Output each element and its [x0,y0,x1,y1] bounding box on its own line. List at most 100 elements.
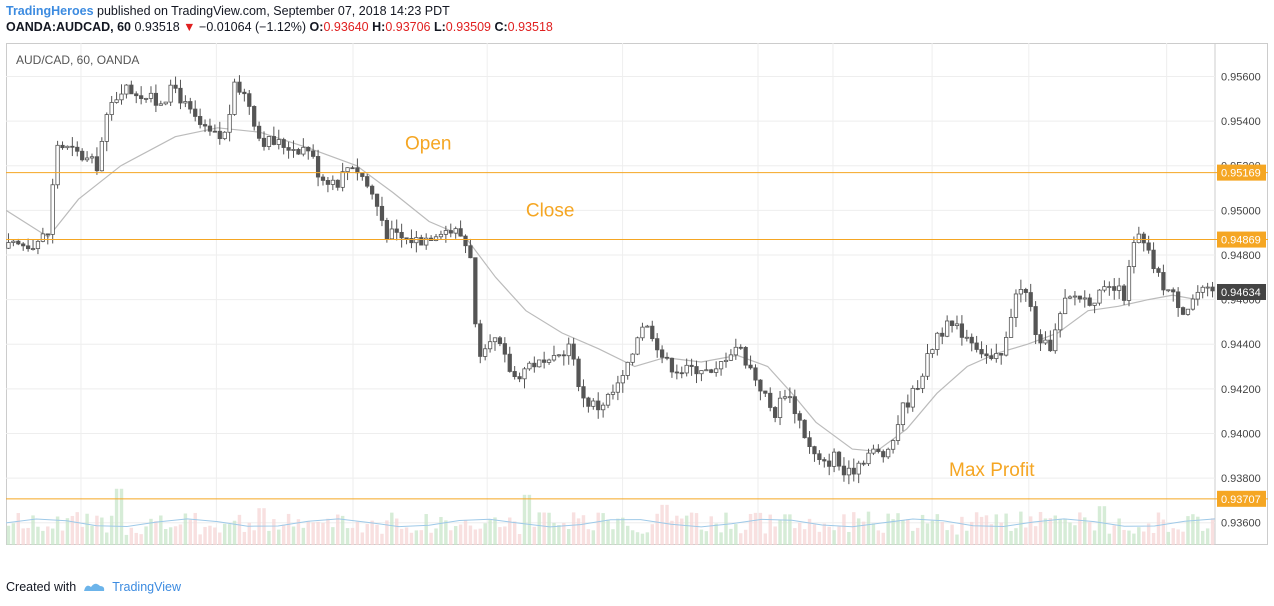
volume-bar [134,532,138,545]
volume-bar [355,521,360,545]
candle-body [1136,233,1141,244]
tradingview-link[interactable]: TradingView [112,580,181,594]
candle-body [345,167,350,173]
candle-body [1053,329,1058,352]
volume-bar [788,514,792,545]
volume-bar [817,531,822,545]
volume-bar [547,512,551,545]
volume-bar [419,530,424,545]
level-price-tag [1217,164,1266,181]
candle-body [625,361,630,376]
volume-bar [567,529,571,545]
candle-body [183,101,188,104]
candle-body [841,465,847,476]
candle-body [458,228,463,237]
volume-bar [90,525,94,545]
tradingview-logo-icon[interactable] [82,580,106,594]
candle-body [1112,286,1117,291]
candle-body [601,404,606,411]
candle-body [507,353,512,372]
volume-bar [173,526,178,545]
volume-bar [965,530,969,545]
candle-body [104,114,109,142]
volume-bar [119,488,124,545]
volume-bar [360,532,365,545]
candle-body [679,372,684,375]
volume-ma-line [6,518,1216,528]
candle-body [512,371,517,377]
volume-bar [748,513,753,545]
volume-bar [1107,533,1112,545]
volume-bar [114,488,119,545]
current-price-tag [1217,283,1266,300]
volume-bar [1024,527,1028,545]
candle-body [940,332,945,337]
author-link[interactable]: TradingHeroes [6,4,94,18]
volume-bar [399,528,404,545]
volume-bar [65,518,70,545]
volume-bar [665,504,669,545]
volume-bar [193,512,197,545]
volume-bar [95,515,99,545]
candle-body [615,382,620,393]
volume-bar [232,520,237,545]
volume-bar [409,532,414,545]
volume-bar [311,522,315,545]
candle-body [193,108,198,117]
candle-body [16,240,21,245]
candle-body [787,396,793,399]
candle-body [1018,289,1023,295]
volume-bar [1132,533,1136,545]
volume-bar [1127,530,1131,545]
low-value: 0.93509 [445,20,491,34]
y-tick-label: 0.95600 [1221,71,1261,83]
candle-body [50,184,55,235]
level-annotation: Open [405,134,451,155]
candle-body [1190,298,1196,310]
candle-body [1161,272,1166,291]
volume-bar [970,521,974,545]
volume-bar [1191,514,1195,545]
volume-bar [994,514,999,545]
volume-bar [724,512,728,545]
y-tick-label: 0.93800 [1221,473,1261,485]
candle-body [532,362,537,368]
candle-body [217,130,222,140]
candlestick-chart[interactable]: 0.956000.954000.952000.950000.948000.946… [6,43,1268,545]
candle-body [566,343,571,357]
volume-bar [129,527,134,545]
volume-bar [183,513,188,545]
candles [6,75,1215,485]
candle-body [856,462,861,475]
candle-body [674,371,679,374]
volume-bar [218,532,222,545]
chart-area[interactable]: 0.956000.954000.952000.950000.948000.946… [6,43,1268,545]
candle-body [915,387,920,390]
volume-bar [429,532,433,545]
candle-body [718,361,724,370]
candle-body [964,336,969,339]
level-price-label: 0.95169 [1221,168,1261,180]
volume-bar [1068,522,1072,545]
candle-body [1008,316,1014,338]
candle-body [1166,289,1171,292]
volume-bar [144,526,148,545]
volume-bar [208,525,212,545]
volume-bar [336,514,340,545]
candle-body [537,359,542,368]
y-tick-label: 0.94200 [1221,384,1261,396]
candle-body [55,144,60,186]
candle-body [1176,291,1181,308]
volume-bar [630,530,635,545]
candle-body [60,144,65,149]
volume-bar [1028,516,1033,545]
candle-body [443,230,448,235]
volume-bar [439,516,443,545]
candle-body [851,467,856,475]
candle-body [173,84,178,89]
volume-bar [291,526,296,545]
candle-body [237,81,242,93]
volume-bar [773,526,777,545]
volume-bar [252,530,256,545]
candle-body [738,346,743,349]
